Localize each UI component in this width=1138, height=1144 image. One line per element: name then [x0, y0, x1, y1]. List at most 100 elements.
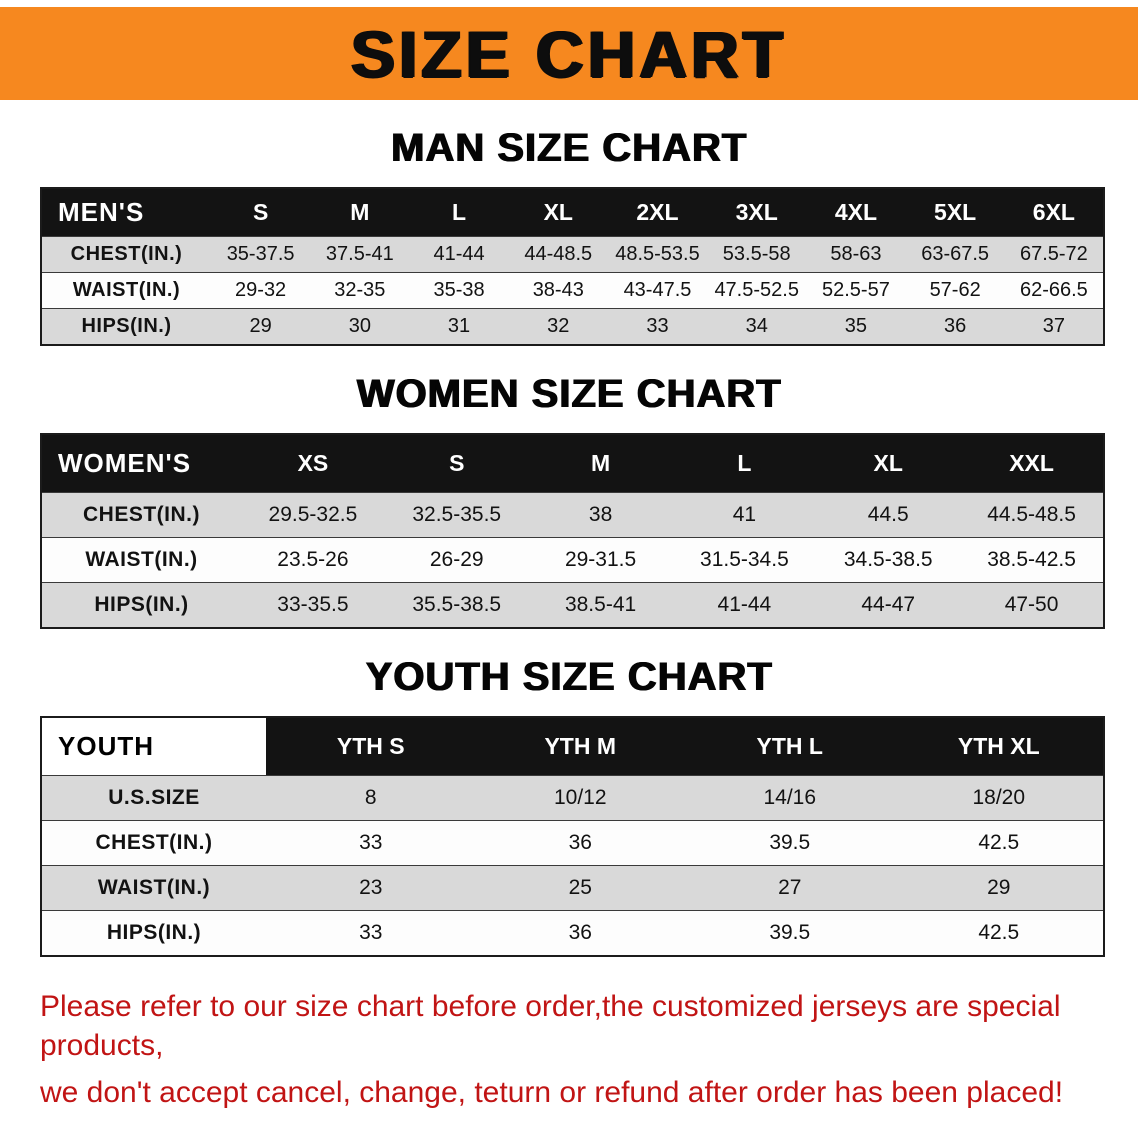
value-cell: 39.5: [685, 820, 895, 866]
value-cell: 25: [475, 865, 685, 911]
size-header-cell: XL: [508, 188, 608, 237]
men-size-section: MAN SIZE CHART MEN'S S M L XL 2XL 3XL 4XL 5XL 6XL…: [0, 100, 1138, 346]
value-cell: 35-38: [409, 272, 509, 309]
value-cell: 38.5-42.5: [960, 537, 1104, 583]
value-cell: 47.5-52.5: [707, 272, 807, 309]
size-header-cell: 3XL: [707, 188, 807, 237]
value-cell: 33: [607, 308, 708, 346]
size-header-cell: XL: [816, 434, 961, 493]
value-cell: 10/12: [475, 775, 685, 821]
row-label-cell: HIPS(IN.): [41, 582, 241, 629]
value-cell: 36: [905, 308, 1005, 346]
table-row: CHEST(IN.) 33 36 39.5 42.5: [41, 820, 1104, 866]
size-header-cell: 6XL: [1004, 188, 1104, 237]
table-row: CHEST(IN.) 29.5-32.5 32.5-35.5 38 41 44.5 44.5…: [41, 492, 1104, 538]
table-row: HIPS(IN.) 29 30 31 32 33 34 35 36 37: [41, 308, 1104, 346]
value-cell: 36: [475, 910, 685, 957]
size-header-cell: 5XL: [905, 188, 1005, 237]
size-header-cell: YTH S: [266, 717, 476, 776]
table-header-row: YOUTH YTH S YTH M YTH L YTH XL: [41, 717, 1104, 776]
value-cell: 67.5-72: [1004, 236, 1104, 273]
value-cell: 27: [685, 865, 895, 911]
value-cell: 26-29: [384, 537, 529, 583]
value-cell: 31: [409, 308, 509, 346]
value-cell: 62-66.5: [1004, 272, 1104, 309]
value-cell: 38.5-41: [528, 582, 673, 629]
size-header-cell: L: [672, 434, 817, 493]
size-header-cell: YTH M: [475, 717, 685, 776]
row-label-cell: HIPS(IN.): [41, 910, 266, 957]
value-cell: 58-63: [806, 236, 906, 273]
table-title-cell: MEN'S: [41, 188, 211, 237]
value-cell: 30: [310, 308, 410, 346]
size-header-cell: XS: [241, 434, 385, 493]
value-cell: 57-62: [905, 272, 1005, 309]
page-title: SIZE CHART: [351, 16, 787, 91]
value-cell: 33: [266, 910, 476, 957]
value-cell: 33-35.5: [241, 582, 385, 629]
table-header-row: WOMEN'S XS S M L XL XXL: [41, 434, 1104, 493]
youth-size-section: YOUTH SIZE CHART YOUTH YTH S YTH M YTH L YTH…: [0, 629, 1138, 957]
value-cell: 35.5-38.5: [384, 582, 529, 629]
row-label-cell: U.S.SIZE: [41, 775, 266, 821]
value-cell: 37.5-41: [310, 236, 410, 273]
banner: SIZE CHART: [0, 7, 1138, 100]
value-cell: 48.5-53.5: [607, 236, 708, 273]
notice-line-2: we don't accept cancel, change, teturn o…: [40, 1076, 1064, 1109]
value-cell: 14/16: [685, 775, 895, 821]
size-header-cell: L: [409, 188, 509, 237]
size-header-cell: S: [211, 188, 311, 237]
table-row: U.S.SIZE 8 10/12 14/16 18/20: [41, 775, 1104, 821]
row-label-cell: WAIST(IN.): [41, 865, 266, 911]
value-cell: 29: [211, 308, 311, 346]
row-label-cell: CHEST(IN.): [41, 236, 211, 273]
value-cell: 29-32: [211, 272, 311, 309]
table-row: WAIST(IN.) 23.5-26 26-29 29-31.5 31.5-34.5 34…: [41, 537, 1104, 583]
value-cell: 38: [528, 492, 673, 538]
value-cell: 35-37.5: [211, 236, 311, 273]
women-section-heading: WOMEN SIZE CHART: [356, 372, 782, 416]
youth-section-heading: YOUTH SIZE CHART: [365, 655, 773, 699]
notice-line-1: Please refer to our size chart before or…: [40, 990, 1061, 1062]
value-cell: 41-44: [672, 582, 817, 629]
value-cell: 44-47: [816, 582, 961, 629]
value-cell: 41-44: [409, 236, 509, 273]
size-header-cell: 4XL: [806, 188, 906, 237]
value-cell: 31.5-34.5: [672, 537, 817, 583]
value-cell: 23: [266, 865, 476, 911]
size-header-cell: S: [384, 434, 529, 493]
row-label-cell: WAIST(IN.): [41, 537, 241, 583]
table-row: HIPS(IN.) 33 36 39.5 42.5: [41, 910, 1104, 957]
size-header-cell: M: [528, 434, 673, 493]
value-cell: 34.5-38.5: [816, 537, 961, 583]
value-cell: 32-35: [310, 272, 410, 309]
youth-size-table: YOUTH YTH S YTH M YTH L YTH XL U.S.SIZE 8 10/12…: [40, 716, 1105, 957]
value-cell: 29.5-32.5: [241, 492, 385, 538]
value-cell: 35: [806, 308, 906, 346]
row-label-cell: HIPS(IN.): [41, 308, 211, 346]
table-row: HIPS(IN.) 33-35.5 35.5-38.5 38.5-41 41-44 44-…: [41, 582, 1104, 629]
size-header-cell: 2XL: [607, 188, 708, 237]
value-cell: 32: [508, 308, 608, 346]
value-cell: 47-50: [960, 582, 1104, 629]
value-cell: 63-67.5: [905, 236, 1005, 273]
value-cell: 42.5: [894, 910, 1104, 957]
table-header-row: MEN'S S M L XL 2XL 3XL 4XL 5XL 6XL: [41, 188, 1104, 237]
women-size-section: WOMEN SIZE CHART WOMEN'S XS S M L XL XXL CHEST(…: [0, 346, 1138, 629]
size-header-cell: XXL: [960, 434, 1104, 493]
value-cell: 23.5-26: [241, 537, 385, 583]
value-cell: 34: [707, 308, 807, 346]
value-cell: 44-48.5: [508, 236, 608, 273]
value-cell: 32.5-35.5: [384, 492, 529, 538]
value-cell: 36: [475, 820, 685, 866]
value-cell: 18/20: [894, 775, 1104, 821]
value-cell: 33: [266, 820, 476, 866]
value-cell: 42.5: [894, 820, 1104, 866]
table-row: CHEST(IN.) 35-37.5 37.5-41 41-44 44-48.5 48.5…: [41, 236, 1104, 273]
value-cell: 52.5-57: [806, 272, 906, 309]
value-cell: 43-47.5: [607, 272, 708, 309]
men-size-table: MEN'S S M L XL 2XL 3XL 4XL 5XL 6XL CHEST(IN.) 35-37…: [40, 187, 1105, 346]
order-notice: Please refer to our size chart before or…: [0, 987, 1138, 1144]
women-size-table: WOMEN'S XS S M L XL XXL CHEST(IN.) 29.5-32.5 32.5…: [40, 433, 1105, 629]
